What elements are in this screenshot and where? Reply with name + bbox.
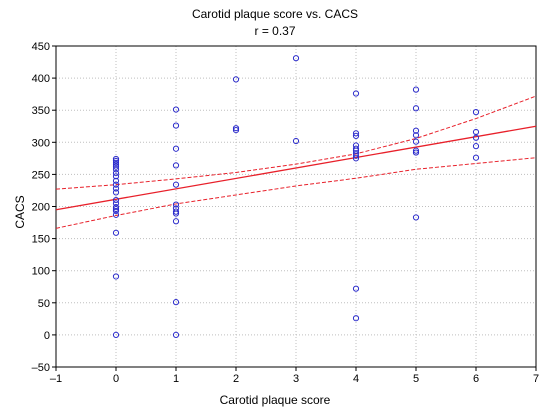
data-point [112, 205, 120, 213]
regression-line [55, 125, 537, 211]
data-point [412, 105, 420, 112]
data-point [112, 163, 120, 170]
data-point [112, 159, 120, 166]
data-point [112, 185, 120, 192]
data-point [112, 155, 120, 163]
data-point [472, 154, 480, 161]
data-point [412, 147, 420, 154]
data-point [352, 132, 360, 139]
data-point [172, 210, 180, 217]
data-point [172, 218, 180, 225]
data-point [352, 130, 360, 137]
data-point [172, 145, 180, 152]
data-point [112, 207, 120, 215]
confidence-band-upper [55, 95, 537, 190]
x-tick-label: 2 [233, 373, 239, 385]
data-point [472, 109, 480, 116]
data-point [352, 145, 360, 152]
data-point [352, 152, 360, 159]
data-point [112, 170, 120, 177]
data-point [232, 127, 240, 134]
data-point [112, 181, 120, 188]
chart-title: Carotid plaque score vs. CACS [191, 7, 359, 21]
data-point [472, 134, 480, 141]
data-point [292, 55, 300, 62]
data-point [232, 125, 240, 132]
y-tick-label: 400 [32, 73, 50, 85]
data-point [172, 181, 180, 188]
data-point [232, 76, 240, 83]
data-point [412, 86, 420, 93]
data-point [292, 137, 300, 145]
y-tick-label: 0 [44, 330, 50, 342]
data-point [412, 127, 420, 134]
data-point [112, 200, 120, 207]
data-point [112, 331, 120, 338]
y-tick-label: 300 [32, 137, 50, 149]
data-point [112, 161, 120, 168]
data-point [112, 273, 120, 280]
x-tick-label: 7 [533, 373, 539, 385]
data-point [172, 122, 180, 129]
data-point [112, 157, 120, 165]
data-point [112, 196, 120, 204]
data-point [352, 315, 360, 322]
x-tick-label: 0 [113, 373, 119, 385]
data-point [172, 162, 180, 169]
data-point [112, 211, 120, 218]
data-point [172, 201, 180, 208]
data-point [352, 155, 360, 162]
x-tick-label: –1 [50, 373, 62, 385]
x-tick-label: 4 [353, 373, 359, 385]
y-tick-label: 450 [32, 41, 50, 53]
y-tick-label: 150 [32, 234, 50, 246]
y-tick-label: 100 [32, 266, 50, 278]
data-point [172, 299, 180, 306]
data-point [112, 177, 120, 184]
data-point [412, 138, 420, 145]
y-tick-label: 50 [38, 298, 50, 310]
data-point [112, 204, 120, 211]
chart-subtitle: r = 0.37 [254, 24, 296, 38]
y-tick-label: –50 [32, 362, 50, 374]
data-point [352, 90, 360, 97]
data-point [412, 132, 420, 139]
data-point [112, 166, 120, 173]
data-point [472, 143, 480, 150]
confidence-band-lower [55, 157, 537, 229]
data-point [472, 128, 480, 136]
x-tick-label: 1 [173, 373, 179, 385]
data-point [112, 189, 120, 196]
x-tick-label: 5 [413, 373, 419, 385]
data-point [172, 208, 180, 215]
y-tick-label: 250 [32, 169, 50, 181]
data-point [352, 285, 360, 292]
y-tick-label: 200 [32, 202, 50, 214]
x-tick-label: 3 [293, 373, 299, 385]
data-point [412, 149, 420, 156]
x-tick-label: 6 [473, 373, 479, 385]
data-point [112, 229, 120, 236]
data-point [112, 173, 120, 180]
x-axis-title: Carotid plaque score [219, 393, 331, 407]
data-point [412, 214, 420, 221]
data-point [172, 331, 180, 338]
y-tick-label: 350 [32, 105, 50, 117]
data-point [172, 106, 180, 113]
